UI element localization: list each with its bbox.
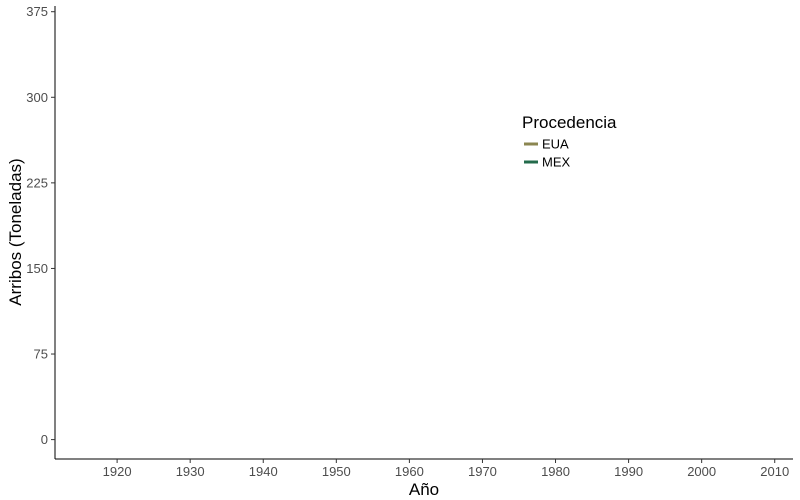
x-tick-label: 1940	[249, 464, 278, 479]
x-tick-label: 2010	[760, 464, 789, 479]
legend-items: EUA MEX	[524, 137, 571, 170]
x-axis-title: Año	[409, 480, 439, 499]
x-axis-ticks: 1920 1930 1940 1950 1960 1970 1980 1990 2000 2010	[103, 459, 789, 479]
y-tick-label: 150	[26, 261, 48, 276]
y-tick-label: 0	[41, 432, 48, 447]
x-tick-label: 1920	[103, 464, 132, 479]
y-tick-label: 375	[26, 4, 48, 19]
x-tick-label: 1970	[468, 464, 497, 479]
x-tick-label: 1990	[614, 464, 643, 479]
x-tick-label: 1980	[541, 464, 570, 479]
y-tick-label: 75	[34, 347, 48, 362]
x-tick-label: 1950	[322, 464, 351, 479]
y-tick-label: 300	[26, 90, 48, 105]
legend: Procedencia EUA MEX	[522, 113, 617, 170]
y-axis-ticks: 0 75 150 225 300 375	[26, 4, 55, 447]
legend-title: Procedencia	[522, 113, 617, 132]
x-tick-label: 2000	[687, 464, 716, 479]
legend-label-mex: MEX	[542, 155, 571, 170]
plot-area: 0 75 150 225 300 375 1920 1930 1940 1950 1960 1970…	[26, 4, 793, 479]
legend-label-eua: EUA	[542, 137, 569, 152]
x-tick-label: 1930	[176, 464, 205, 479]
y-tick-label: 225	[26, 175, 48, 190]
x-tick-label: 1960	[395, 464, 424, 479]
y-axis-title: Arribos (Toneladas)	[6, 158, 25, 305]
